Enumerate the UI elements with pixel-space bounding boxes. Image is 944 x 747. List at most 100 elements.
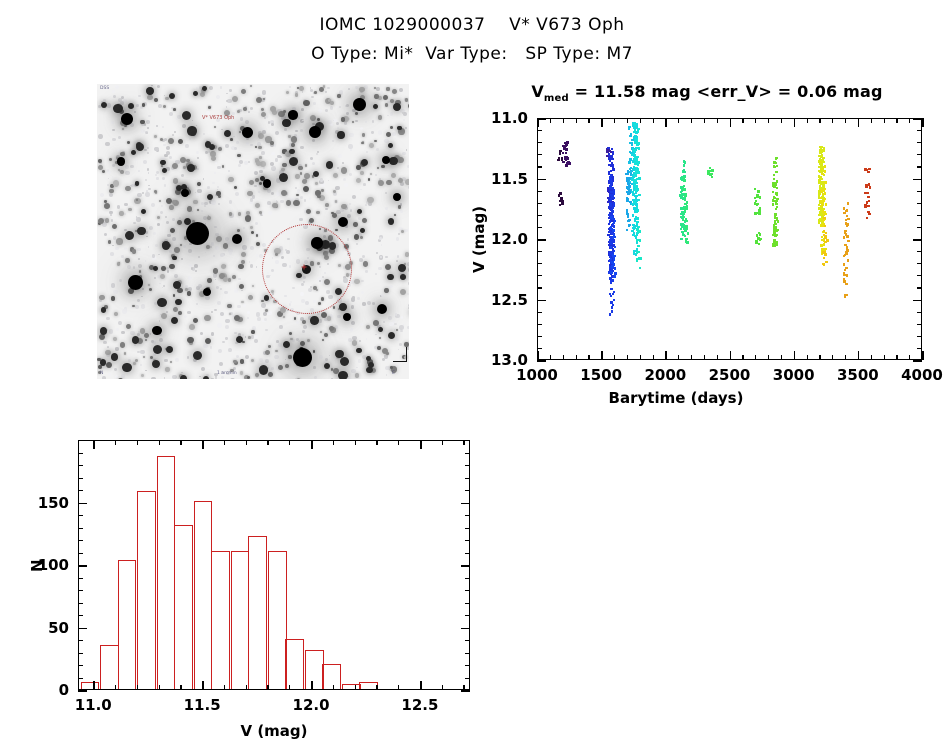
background-noise-dot [275,199,278,202]
histogram-bar [117,559,137,689]
data-point [610,181,613,184]
x-minor-tick-top [819,118,821,123]
data-point [824,170,827,173]
background-noise-dot [379,90,384,94]
background-noise-dot [97,134,103,140]
data-point [609,178,612,182]
background-noise-dot [314,375,318,379]
background-noise-dot [123,99,128,104]
background-noise-dot [311,161,316,166]
background-noise-dot [406,165,409,169]
background-noise-dot [261,211,265,215]
background-noise-dot [328,323,333,327]
background-noise-dot [145,192,150,197]
data-point [756,193,759,196]
field-star [296,193,299,196]
finder-chart[interactable]: DSS N 1 arcmin E V* V673 Oph [97,84,409,379]
hist-y-major-tick [78,565,87,567]
data-point [610,271,613,274]
field-star [158,200,161,203]
field-star [213,126,217,129]
background-noise-dot [309,87,312,90]
data-point [685,219,689,222]
background-noise-dot [245,355,250,360]
data-point [759,233,762,236]
data-point [864,167,867,170]
background-noise-dot [124,212,127,215]
data-point [820,155,823,159]
background-noise-dot [349,149,352,152]
data-point [821,166,825,169]
background-noise-dot [138,95,141,98]
background-noise-dot [323,317,328,322]
data-point [607,172,610,176]
background-noise-dot [200,366,205,371]
background-noise-dot [339,105,341,108]
x-tick-label: 1500 [580,366,623,384]
medium-star [288,148,295,155]
field-star [255,158,260,163]
data-point [684,218,687,221]
background-noise-dot [364,120,368,123]
data-point [609,294,613,297]
data-point [609,252,612,255]
data-point [707,169,710,172]
x-minor-tick [870,355,872,360]
data-point [847,217,850,221]
data-point [818,199,822,203]
background-noise-dot [231,306,233,309]
data-point [845,224,849,228]
background-noise-dot [242,334,245,337]
field-star [118,211,124,216]
hist-y-minor-tick [78,527,83,529]
data-point [822,184,826,188]
x-minor-tick [562,355,564,360]
background-noise-dot [353,339,356,342]
data-point [610,260,614,264]
background-noise-dot [176,117,179,120]
background-noise-dot [245,120,250,125]
field-star [303,99,310,107]
y-minor-tick-right [917,154,922,156]
page-header: IOMC 1029000037 V* V673 Oph O Type: Mi* … [0,0,944,67]
data-point [609,239,612,242]
field-star [222,276,228,282]
data-point [681,176,684,179]
y-major-tick [537,118,546,120]
data-point [611,310,614,313]
field-star [101,170,106,174]
histogram-plot[interactable] [78,440,470,690]
data-point [818,207,821,210]
x-major-tick-top [793,118,796,127]
field-star [97,357,101,362]
field-star [333,172,339,178]
background-noise-dot [187,310,192,315]
background-noise-dot [195,167,199,171]
data-point [842,254,846,258]
histogram-bar [100,644,119,689]
background-noise-dot [406,293,409,296]
medium-star [338,303,347,312]
field-star [243,107,248,112]
data-point [842,236,845,239]
lightcurve-plot[interactable] [537,118,922,360]
field-star [328,99,331,103]
data-point [631,182,634,186]
data-point [611,239,614,242]
data-point [684,210,687,214]
background-noise-dot [405,149,408,151]
data-point [611,162,614,165]
background-noise-dot [161,126,164,129]
background-noise-dot [229,252,233,256]
data-point [682,168,685,172]
bright-star [127,275,143,291]
field-star [219,273,226,280]
background-noise-dot [251,195,256,199]
data-point [629,134,633,138]
background-noise-dot [242,304,246,308]
field-star [366,325,370,330]
hist-y-minor-tick [78,540,83,542]
background-noise-dot [121,374,125,378]
field-star [370,367,377,373]
data-point [843,273,846,276]
